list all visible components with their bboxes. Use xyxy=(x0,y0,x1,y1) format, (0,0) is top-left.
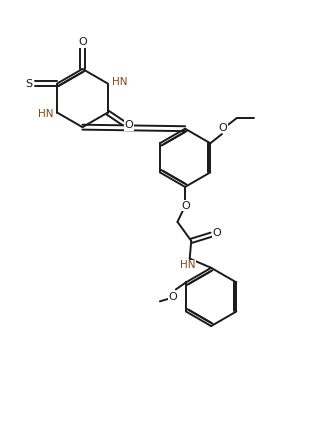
Text: O: O xyxy=(212,228,221,238)
Text: HN: HN xyxy=(180,260,196,270)
Text: HN: HN xyxy=(38,109,53,119)
Text: O: O xyxy=(168,292,177,302)
Text: S: S xyxy=(25,79,32,88)
Text: O: O xyxy=(182,201,190,211)
Text: O: O xyxy=(124,121,133,130)
Text: O: O xyxy=(219,123,227,133)
Text: O: O xyxy=(78,37,87,47)
Text: HN: HN xyxy=(112,77,127,87)
